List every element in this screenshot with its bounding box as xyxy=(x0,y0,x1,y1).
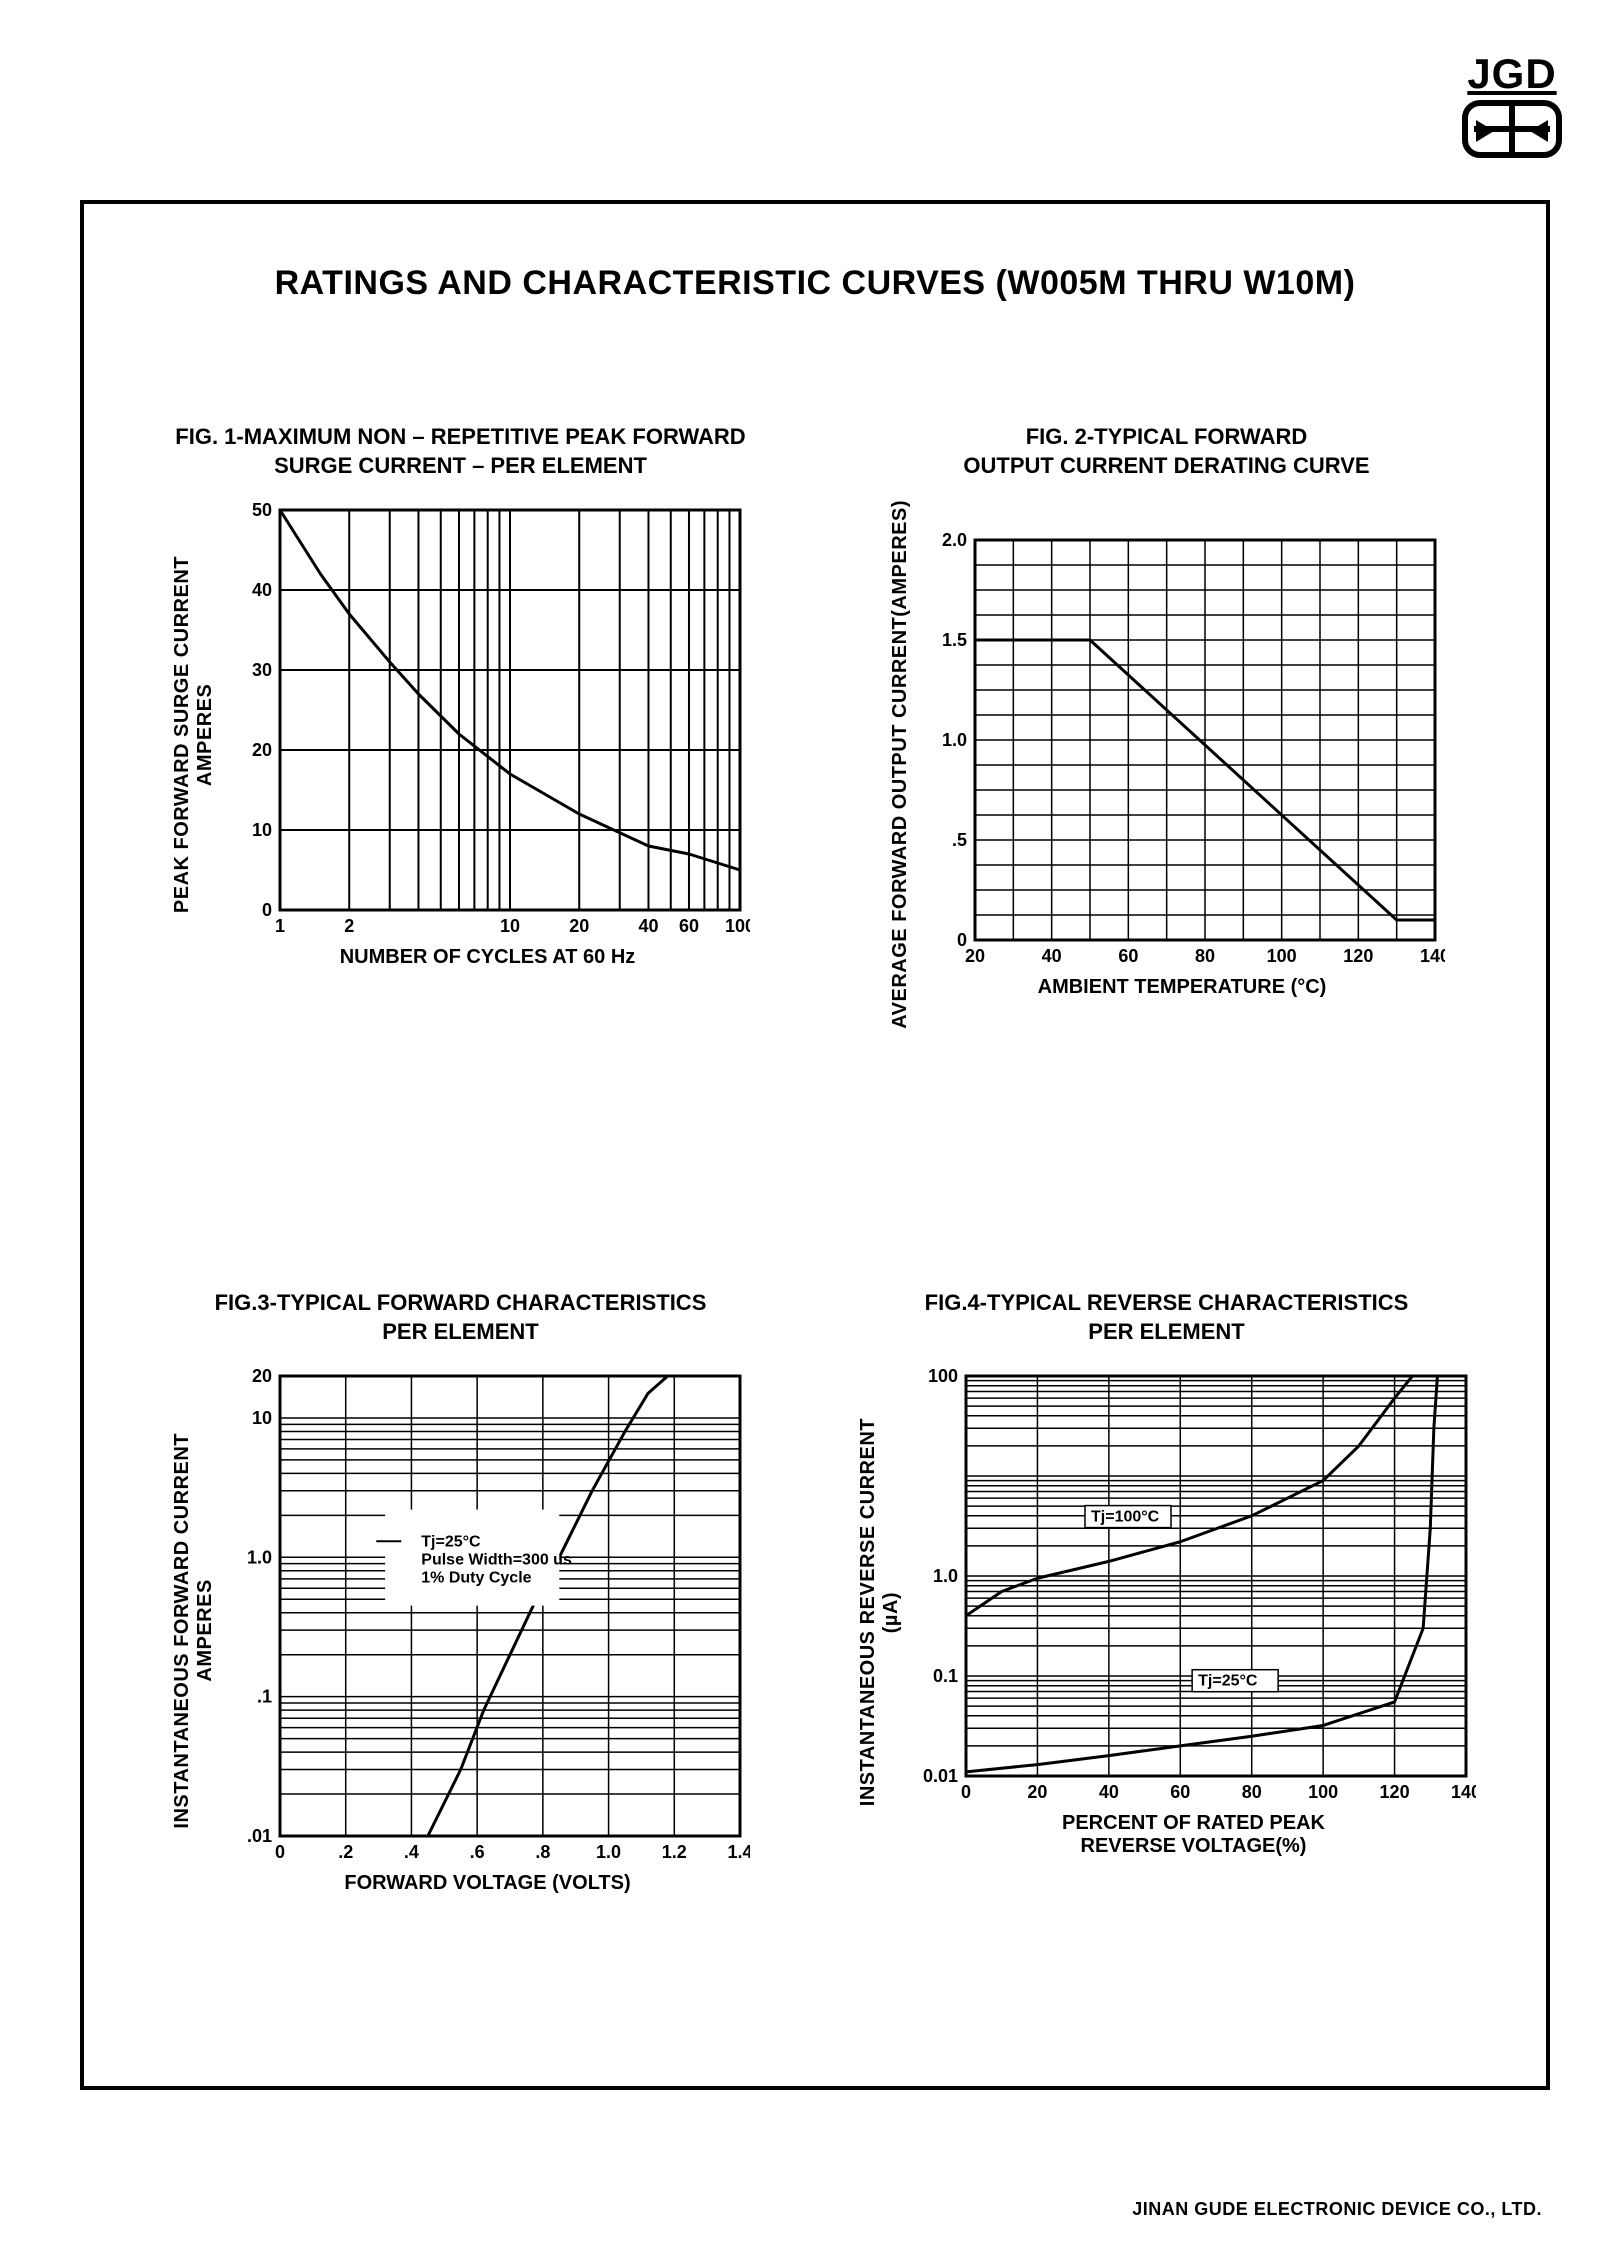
svg-text:0.01: 0.01 xyxy=(923,1766,958,1786)
fig2-block: FIG. 2-TYPICAL FORWARD OUTPUT CURRENT DE… xyxy=(857,423,1476,1029)
svg-text:0: 0 xyxy=(275,1842,285,1862)
fig1-ylabel: PEAK FORWARD SURGE CURRENT AMPERES xyxy=(171,556,217,913)
svg-text:0.1: 0.1 xyxy=(933,1666,958,1686)
svg-text:1.0: 1.0 xyxy=(933,1566,958,1586)
svg-text:.5: .5 xyxy=(951,830,966,850)
svg-text:20: 20 xyxy=(252,1366,272,1386)
fig2-caption: FIG. 2-TYPICAL FORWARD OUTPUT CURRENT DE… xyxy=(963,423,1369,480)
svg-text:Tj=25°C: Tj=25°C xyxy=(1198,1673,1258,1690)
svg-text:120: 120 xyxy=(1343,946,1373,966)
svg-text:1: 1 xyxy=(275,916,285,936)
svg-text:60: 60 xyxy=(1118,946,1138,966)
svg-text:.6: .6 xyxy=(470,1842,485,1862)
fig4-caption: FIG.4-TYPICAL REVERSE CHARACTERISTICS PE… xyxy=(925,1289,1409,1346)
svg-text:1% Duty Cycle: 1% Duty Cycle xyxy=(421,1569,531,1586)
svg-text:1.0: 1.0 xyxy=(247,1547,272,1567)
svg-text:100: 100 xyxy=(1266,946,1296,966)
svg-text:1.0: 1.0 xyxy=(596,1842,621,1862)
datasheet-page: JGD RATINGS AND CHARACTERISTIC CURVES (W… xyxy=(0,0,1622,2260)
svg-text:80: 80 xyxy=(1194,946,1214,966)
svg-text:.1: .1 xyxy=(257,1687,272,1707)
svg-text:Tj=100°C: Tj=100°C xyxy=(1091,1509,1160,1526)
fig3-ylabel: INSTANTANEOUS FORWARD CURRENT AMPERES xyxy=(171,1433,217,1829)
svg-text:Pulse Width=300 us: Pulse Width=300 us xyxy=(421,1551,572,1568)
svg-text:2: 2 xyxy=(344,916,354,936)
svg-text:60: 60 xyxy=(679,916,699,936)
svg-text:.2: .2 xyxy=(338,1842,353,1862)
svg-text:140: 140 xyxy=(1419,946,1444,966)
fig1-caption: FIG. 1-MAXIMUM NON – REPETITIVE PEAK FOR… xyxy=(175,423,745,480)
fig4-xlabel: PERCENT OF RATED PEAK REVERSE VOLTAGE(%) xyxy=(1062,1812,1325,1858)
fig4-block: FIG.4-TYPICAL REVERSE CHARACTERISTICS PE… xyxy=(857,1289,1476,1895)
svg-text:.8: .8 xyxy=(535,1842,550,1862)
svg-text:20: 20 xyxy=(569,916,589,936)
svg-text:40: 40 xyxy=(1041,946,1061,966)
svg-text:10: 10 xyxy=(252,820,272,840)
svg-text:Tj=25°C: Tj=25°C xyxy=(421,1533,481,1550)
svg-text:20: 20 xyxy=(1027,1782,1047,1802)
svg-text:30: 30 xyxy=(252,660,272,680)
svg-text:1.2: 1.2 xyxy=(662,1842,687,1862)
svg-text:20: 20 xyxy=(252,740,272,760)
fig2-chart: 20 40 60 80 100 120 140 0 .5 1.0 1.5 2.0 xyxy=(920,530,1445,970)
svg-text:0: 0 xyxy=(262,900,272,920)
svg-text:40: 40 xyxy=(1099,1782,1119,1802)
svg-text:1.0: 1.0 xyxy=(941,730,966,750)
fig3-block: FIG.3-TYPICAL FORWARD CHARACTERISTICS PE… xyxy=(154,1289,767,1895)
svg-text:1.5: 1.5 xyxy=(941,630,966,650)
svg-text:120: 120 xyxy=(1380,1782,1410,1802)
brand-text: JGD xyxy=(1462,50,1562,98)
fig4-chart: Tj=100°C Tj=25°C 0 20 40 60 80 100 120 140 0.01 0.1… xyxy=(911,1366,1476,1806)
svg-text:10: 10 xyxy=(500,916,520,936)
company-footer: JINAN GUDE ELECTRONIC DEVICE CO., LTD. xyxy=(1132,2199,1542,2220)
svg-text:50: 50 xyxy=(252,500,272,520)
fig3-xlabel: FORWARD VOLTAGE (VOLTS) xyxy=(344,1872,630,1895)
fig3-chart: Tj=25°CPulse Width=300 us1% Duty Cycle 0.… xyxy=(225,1366,750,1866)
fig1-chart: 1 2 10 20 40 60 100 0 10 20 30 40 50 xyxy=(225,500,750,940)
svg-text:80: 80 xyxy=(1242,1782,1262,1802)
svg-text:20: 20 xyxy=(964,946,984,966)
fig1-xlabel: NUMBER OF CYCLES AT 60 Hz xyxy=(340,946,636,969)
fig4-ylabel: INSTANTANEOUS REVERSE CURRENT (µA) xyxy=(857,1418,903,1806)
svg-text:40: 40 xyxy=(252,580,272,600)
svg-text:10: 10 xyxy=(252,1408,272,1428)
fig3-caption: FIG.3-TYPICAL FORWARD CHARACTERISTICS PE… xyxy=(215,1289,707,1346)
svg-text:1.4: 1.4 xyxy=(727,1842,750,1862)
svg-text:.4: .4 xyxy=(404,1842,419,1862)
svg-text:60: 60 xyxy=(1170,1782,1190,1802)
svg-text:0: 0 xyxy=(956,930,966,950)
svg-text:.01: .01 xyxy=(247,1826,272,1846)
svg-text:100: 100 xyxy=(928,1366,958,1386)
brand-symbol xyxy=(1462,100,1562,158)
fig1-block: FIG. 1-MAXIMUM NON – REPETITIVE PEAK FOR… xyxy=(154,423,767,1029)
content-frame: RATINGS AND CHARACTERISTIC CURVES (W005M… xyxy=(80,200,1550,2090)
page-title: RATINGS AND CHARACTERISTIC CURVES (W005M… xyxy=(154,264,1476,303)
svg-text:140: 140 xyxy=(1451,1782,1476,1802)
svg-text:40: 40 xyxy=(638,916,658,936)
svg-text:100: 100 xyxy=(1308,1782,1338,1802)
svg-text:100: 100 xyxy=(725,916,750,936)
svg-text:2.0: 2.0 xyxy=(941,530,966,550)
fig2-xlabel: AMBIENT TEMPERATURE (°C) xyxy=(1038,976,1327,999)
charts-grid: FIG. 1-MAXIMUM NON – REPETITIVE PEAK FOR… xyxy=(154,423,1476,1895)
svg-text:0: 0 xyxy=(961,1782,971,1802)
brand-logo: JGD xyxy=(1462,50,1562,158)
fig2-ylabel: AVERAGE FORWARD OUTPUT CURRENT(AMPERES) xyxy=(889,500,912,1029)
